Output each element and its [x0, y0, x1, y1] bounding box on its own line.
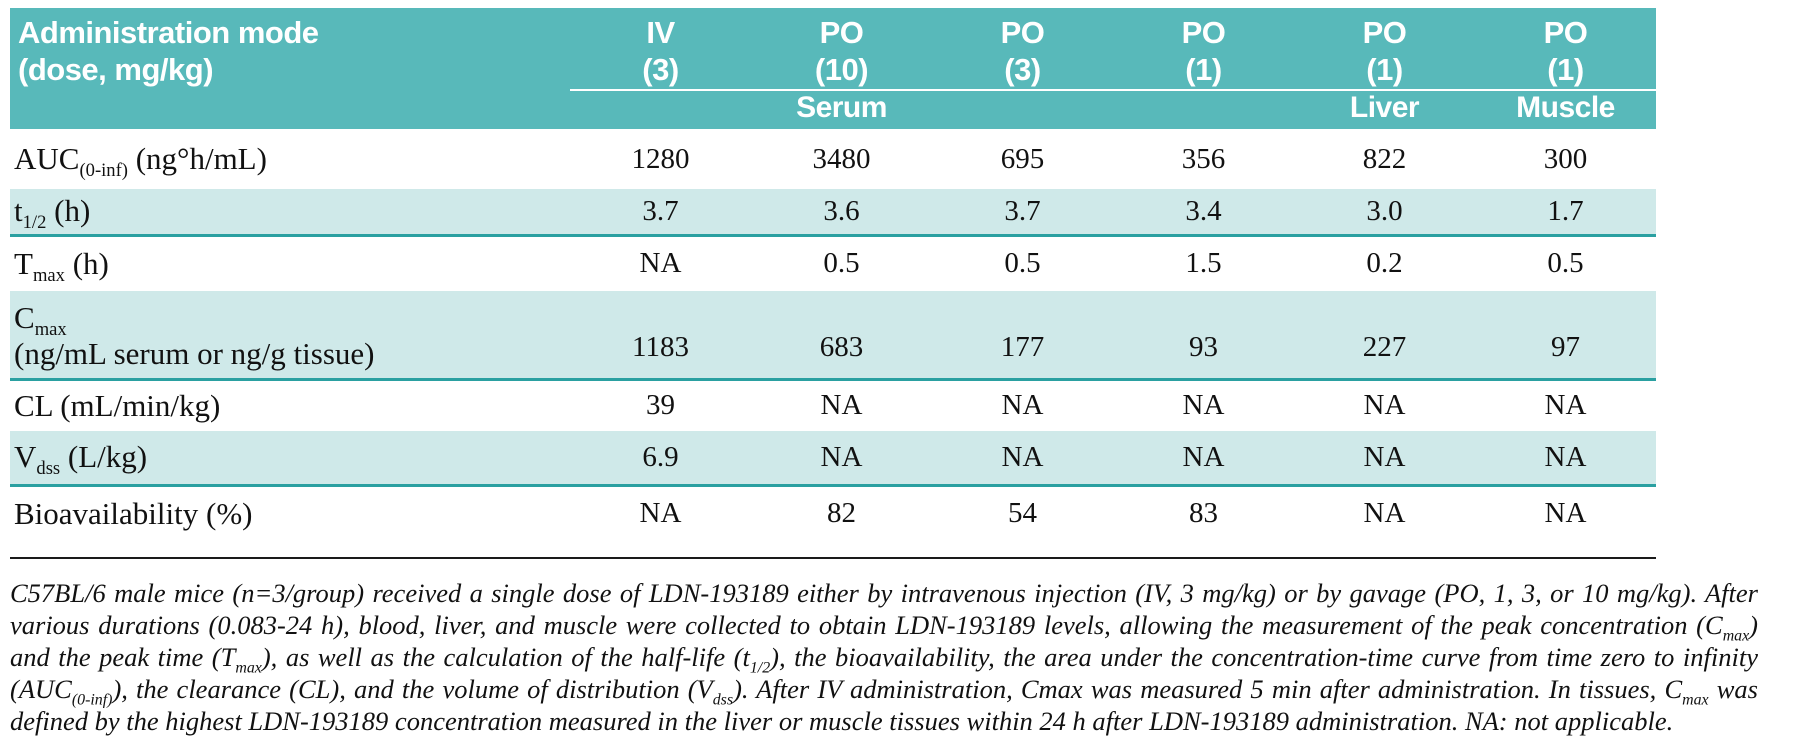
- row-label-cmax: Cmax (ng/mL serum or ng/g tissue): [10, 291, 570, 381]
- mode-label: PO: [1362, 15, 1407, 50]
- mode-label: PO: [1181, 15, 1226, 50]
- tissue-cell-liver: Liver: [1294, 89, 1475, 129]
- tissue-subheader-row: Serum Liver Muscle: [10, 89, 1656, 129]
- cell-value: 0.5: [1547, 247, 1584, 280]
- mode-label: IV: [646, 15, 675, 50]
- cell-value: 97: [1475, 291, 1656, 381]
- column-header-po-10: PO (10): [751, 8, 932, 90]
- tissue-cell: [570, 89, 751, 129]
- row-label-bioavailability: Bioavailability (%): [14, 495, 253, 531]
- cell-value: 6.9: [570, 431, 751, 487]
- cell-value: NA: [751, 431, 932, 487]
- cell-value: NA: [1475, 431, 1656, 487]
- row-label-half-life: t1/2 (h): [10, 189, 570, 237]
- cell-value: 0.2: [1366, 247, 1403, 280]
- footnote-divider: [10, 557, 1656, 559]
- cell-value: 3.7: [932, 189, 1113, 237]
- dose-label: (1): [1547, 52, 1584, 87]
- corner-header-administration-mode: Administration mode (dose, mg/kg): [10, 8, 570, 129]
- cell-value: 82: [827, 497, 856, 530]
- cell-value: 83: [1189, 497, 1218, 530]
- tissue-cell-serum: Serum: [751, 89, 932, 129]
- pharmacokinetics-table: Administration mode (dose, mg/kg) IV (3)…: [10, 8, 1656, 541]
- cell-value: 356: [1181, 142, 1226, 175]
- cell-value: 1183: [570, 291, 751, 381]
- table-row-tmax: Tmax (h) NA 0.5 0.5 1.5 0.2 0.5: [10, 235, 1656, 291]
- cell-value: 0.5: [823, 247, 860, 280]
- cell-value: NA: [639, 247, 682, 280]
- corner-title-line2: (dose, mg/kg): [18, 52, 214, 87]
- administration-mode-row: Administration mode (dose, mg/kg) IV (3)…: [10, 8, 1656, 129]
- cell-value: 3.4: [1113, 189, 1294, 237]
- cell-value: NA: [639, 497, 682, 530]
- tissue-cell: [932, 89, 1113, 129]
- column-header-iv-3: IV (3): [570, 8, 751, 90]
- dose-label: (3): [1004, 52, 1041, 87]
- cell-value: NA: [1113, 431, 1294, 487]
- corner-title-line1: Administration mode: [18, 15, 319, 50]
- row-label-tmax: Tmax (h): [14, 245, 109, 286]
- cell-value: 683: [751, 291, 932, 381]
- row-label-auc: AUC(0-inf) (ng°h/mL): [14, 141, 267, 182]
- table-row-bioavailability: Bioavailability (%) NA 82 54 83 NA NA: [10, 485, 1656, 541]
- cell-value: 300: [1543, 142, 1588, 175]
- cell-value: NA: [932, 431, 1113, 487]
- cell-value: NA: [1544, 497, 1587, 530]
- row-label-clearance: CL (mL/min/kg): [14, 387, 221, 423]
- cell-value: NA: [820, 389, 863, 422]
- cell-value: 3.7: [570, 189, 751, 237]
- table-row-cmax: Cmax (ng/mL serum or ng/g tissue) 1183 68…: [10, 291, 1656, 381]
- cell-value: 1.5: [1185, 247, 1222, 280]
- cell-value: NA: [1363, 497, 1406, 530]
- cell-value: NA: [1182, 389, 1225, 422]
- cell-value: 822: [1362, 142, 1407, 175]
- cell-value: 3.0: [1294, 189, 1475, 237]
- tissue-cell-muscle: Muscle: [1475, 89, 1656, 129]
- cell-value: 93: [1113, 291, 1294, 381]
- column-header-po-1-serum: PO (1): [1113, 8, 1294, 90]
- dose-label: (1): [1185, 52, 1222, 87]
- table-row-auc: AUC(0-inf) (ng°h/mL) 1280 3480 695 356 8…: [10, 129, 1656, 189]
- table-row-clearance: CL (mL/min/kg) 39 NA NA NA NA NA: [10, 379, 1656, 431]
- cell-value: 0.5: [1004, 247, 1041, 280]
- table-row-vdss: Vdss (L/kg) 6.9 NA NA NA NA NA: [10, 431, 1656, 487]
- row-label-vdss: Vdss (L/kg): [10, 431, 570, 487]
- cell-value: NA: [1001, 389, 1044, 422]
- cell-value: 3.6: [751, 189, 932, 237]
- cell-value: NA: [1544, 389, 1587, 422]
- cell-value: NA: [1294, 431, 1475, 487]
- dose-label: (3): [642, 52, 679, 87]
- column-header-po-1-muscle: PO (1): [1475, 8, 1656, 90]
- cell-value: 39: [646, 389, 675, 422]
- cell-value: 3480: [812, 142, 871, 175]
- tissue-cell: [1113, 89, 1294, 129]
- mode-label: PO: [1543, 15, 1588, 50]
- table-header: Administration mode (dose, mg/kg) IV (3)…: [10, 8, 1656, 129]
- dose-label: (1): [1366, 52, 1403, 87]
- table-footnote: C57BL/6 male mice (n=3/group) received a…: [10, 578, 1758, 736]
- cell-value: 695: [1000, 142, 1045, 175]
- table-body: AUC(0-inf) (ng°h/mL) 1280 3480 695 356 8…: [10, 129, 1656, 541]
- mode-label: PO: [819, 15, 864, 50]
- mode-label: PO: [1000, 15, 1045, 50]
- table-row-half-life: t1/2 (h) 3.7 3.6 3.7 3.4 3.0 1.7: [10, 189, 1656, 237]
- cell-value: 54: [1008, 497, 1037, 530]
- cell-value: 177: [932, 291, 1113, 381]
- column-header-po-3: PO (3): [932, 8, 1113, 90]
- cell-value: 227: [1294, 291, 1475, 381]
- column-header-po-1-liver: PO (1): [1294, 8, 1475, 90]
- cell-value: 1.7: [1475, 189, 1656, 237]
- cell-value: 1280: [631, 142, 690, 175]
- cell-value: NA: [1363, 389, 1406, 422]
- dose-label: (10): [814, 52, 869, 87]
